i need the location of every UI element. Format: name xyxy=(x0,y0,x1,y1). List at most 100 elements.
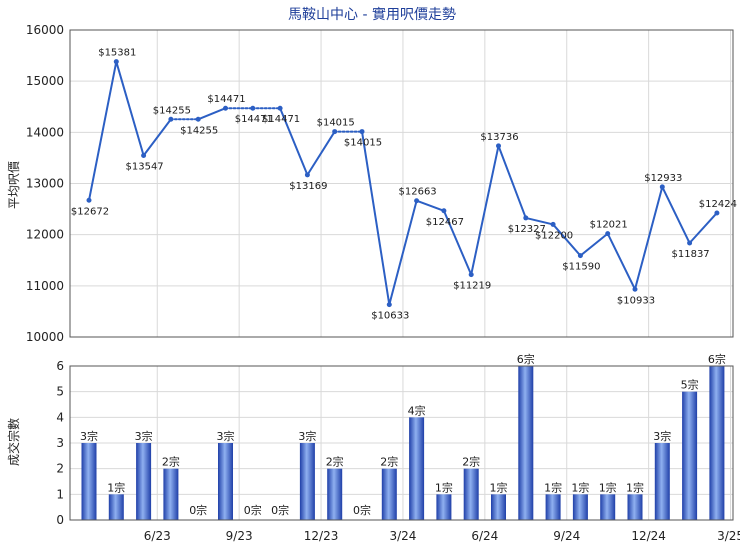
volume-y-axis-label: 成交宗數 xyxy=(6,418,21,466)
price-line-segment xyxy=(361,130,391,306)
grid-lines xyxy=(70,29,733,521)
price-data-label: $14015 xyxy=(344,138,382,149)
volume-y-tick-label: 1 xyxy=(56,487,64,501)
price-point xyxy=(386,302,392,308)
x-tick-label: 9/24 xyxy=(553,529,580,543)
x-tick-label: 6/23 xyxy=(144,529,171,543)
price-data-label: $11590 xyxy=(562,262,600,273)
volume-bar-label: 3宗 xyxy=(80,429,98,443)
price-y-tick-label: 10000 xyxy=(26,330,64,344)
price-data-label: $12021 xyxy=(590,220,628,231)
price-data-label: $12200 xyxy=(535,230,573,241)
x-tick-label: 3/24 xyxy=(389,529,416,543)
price-data-label: $14255 xyxy=(153,105,191,116)
price-line-segment xyxy=(88,60,118,202)
price-point xyxy=(550,221,556,227)
volume-bar xyxy=(491,494,506,520)
volume-bar-label: 1宗 xyxy=(435,480,453,494)
price-line-segment xyxy=(279,107,309,176)
price-data-label: $10933 xyxy=(617,295,655,306)
price-point xyxy=(223,105,228,111)
price-data-label: $12663 xyxy=(399,187,437,198)
volume-bar xyxy=(218,443,233,520)
price-y-tick-label: 16000 xyxy=(26,23,64,37)
price-data-label: $10633 xyxy=(371,311,409,322)
price-point xyxy=(195,116,201,122)
price-line-segment xyxy=(197,107,227,121)
volume-bar xyxy=(545,494,561,520)
volume-bar-label: 1宗 xyxy=(107,480,125,494)
volume-bar-label: 2宗 xyxy=(326,455,344,469)
volume-bar xyxy=(299,443,315,520)
volume-bar xyxy=(600,494,616,520)
volume-bar xyxy=(654,443,670,520)
price-line-segment xyxy=(524,216,555,226)
volume-bar xyxy=(81,443,97,520)
price-point xyxy=(605,231,611,237)
volume-bar-label: 2宗 xyxy=(162,455,180,469)
price-plot-frame xyxy=(69,29,734,338)
volume-bar-label: 4宗 xyxy=(408,403,426,417)
price-point xyxy=(468,272,474,278)
price-data-label: $13169 xyxy=(289,181,327,192)
price-y-tick-label: 11000 xyxy=(26,279,64,293)
price-line-segment xyxy=(115,60,145,157)
price-data-label: $15381 xyxy=(98,48,136,59)
price-data-label: $12424 xyxy=(699,199,737,210)
price-data-label: $12672 xyxy=(71,206,109,217)
price-point xyxy=(441,208,447,214)
data-labels: 3宗 1宗 3宗 2宗 0宗 3宗 0宗 0宗 3宗 2宗 0宗 2宗 4宗 1宗 2宗 1宗 6宗 1宗 1宗 1宗… xyxy=(71,48,737,517)
volume-bar-label: 3宗 xyxy=(217,429,235,443)
volume-bar-label: 1宗 xyxy=(490,480,508,494)
volume-bar-label: 2宗 xyxy=(462,455,480,469)
price-point xyxy=(250,105,256,111)
price-line-segment xyxy=(497,144,527,219)
volume-bar-label: 1宗 xyxy=(599,480,617,494)
volume-bar xyxy=(682,391,698,520)
price-point xyxy=(496,143,501,149)
volume-y-tick-label: 5 xyxy=(56,385,64,399)
x-tick-label: 6/24 xyxy=(471,529,498,543)
price-data-label: $12467 xyxy=(426,217,464,228)
price-line-segment xyxy=(661,185,691,245)
volume-bar-label: 1宗 xyxy=(626,480,644,494)
price-line-segment xyxy=(142,118,172,157)
volume-bar-label: 0宗 xyxy=(353,503,371,517)
volume-bar-label: 1宗 xyxy=(571,480,589,494)
volume-y-tick-label: 0 xyxy=(56,513,64,527)
x-tick-label: 12/23 xyxy=(304,529,339,543)
volume-plot-frame xyxy=(69,365,734,521)
price-data-label: $12327 xyxy=(508,224,546,235)
price-data-label: $14255 xyxy=(180,125,218,136)
x-tick-label: 12/24 xyxy=(631,529,666,543)
chart-title: 馬鞍山中心 - 實用呎價走勢 xyxy=(288,6,456,23)
volume-bar xyxy=(572,494,588,520)
axes: 10000 11000 12000 13000 14000 15000 16000 0 1 2 3 4… xyxy=(26,23,740,543)
volume-bar-label: 2宗 xyxy=(380,455,398,469)
price-data-label: $14015 xyxy=(317,118,355,129)
price-data-label: $11219 xyxy=(453,281,491,292)
volume-bar xyxy=(381,468,397,520)
volume-bar xyxy=(108,494,124,520)
volume-bar-label: 0宗 xyxy=(189,503,207,517)
volume-bar xyxy=(518,366,534,520)
price-points xyxy=(86,59,720,308)
price-point xyxy=(277,105,283,111)
price-line-segment xyxy=(688,211,718,245)
price-point xyxy=(113,59,119,65)
volume-bar-label: 3宗 xyxy=(653,429,671,443)
price-point xyxy=(687,240,693,246)
price-point xyxy=(632,286,638,292)
volume-bar xyxy=(436,494,452,520)
volume-bar xyxy=(627,494,643,520)
price-point xyxy=(359,129,365,135)
volume-bar-label: 6宗 xyxy=(708,352,726,366)
volume-y-tick-label: 3 xyxy=(56,436,64,450)
price-point xyxy=(168,116,174,122)
volume-bar-label: 6宗 xyxy=(517,352,535,366)
price-y-tick-label: 13000 xyxy=(26,177,64,191)
volume-bar xyxy=(163,468,179,520)
price-point xyxy=(414,198,420,204)
price-y-axis-label: 平均呎價 xyxy=(7,161,21,209)
x-tick-label: 9/23 xyxy=(226,529,253,543)
